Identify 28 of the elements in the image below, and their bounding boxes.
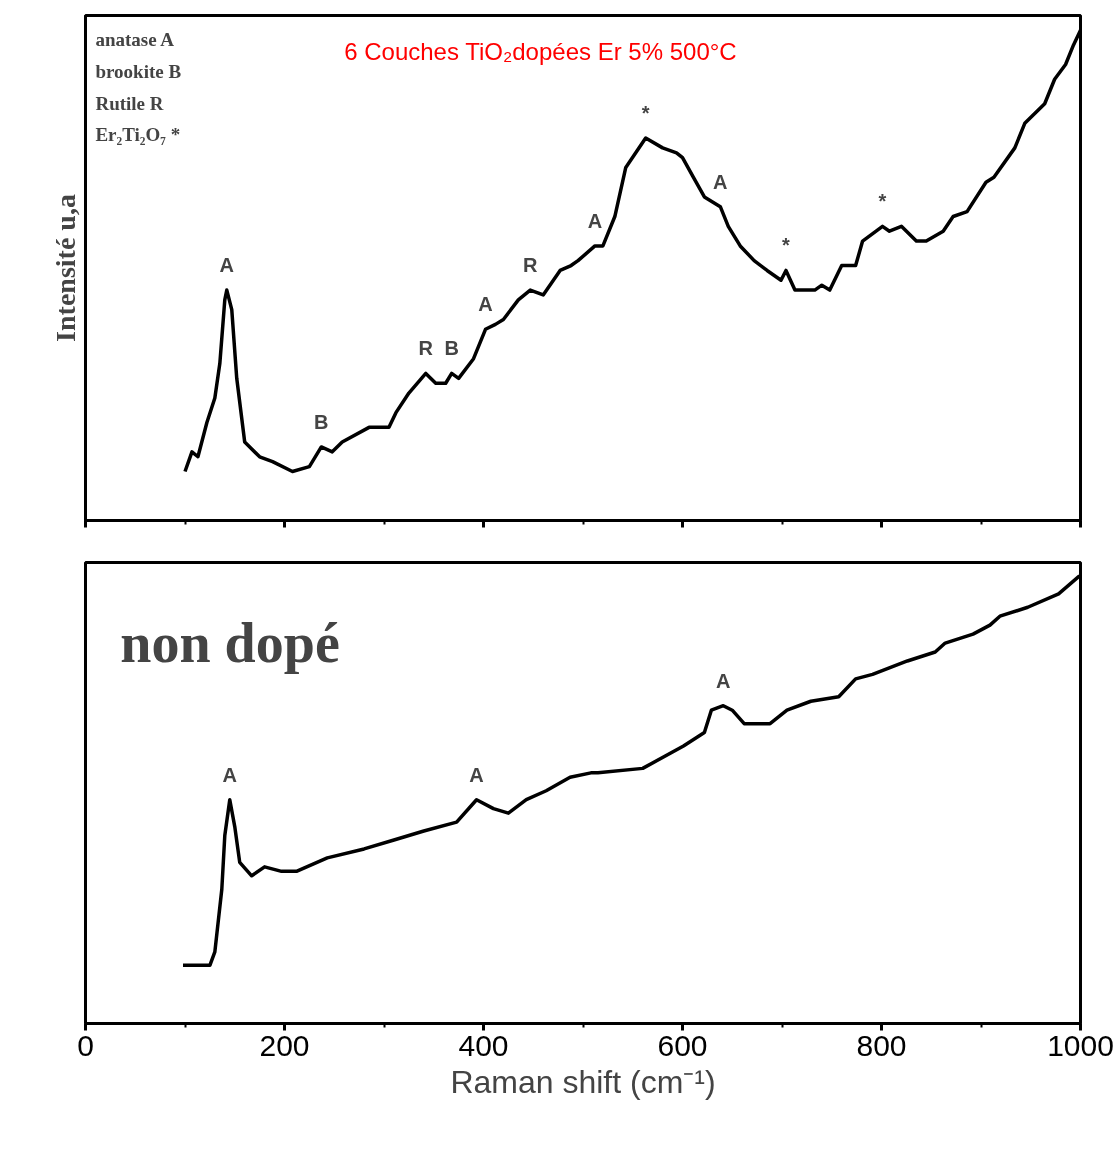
annotation: A: [219, 254, 235, 277]
annotation: A: [713, 170, 728, 193]
annotation: R: [418, 337, 434, 360]
annotation: A: [222, 763, 238, 786]
annotation: Rutile R: [95, 92, 164, 114]
x-tick-label: 600: [657, 1028, 708, 1062]
x-tick-label: 400: [458, 1028, 509, 1062]
y-axis-title: Intensité u,a: [49, 194, 81, 342]
annotation: brookite B: [95, 60, 182, 82]
annotation: A: [469, 763, 484, 786]
chart-title: 6 Couches TiO₂dopées Er 5% 500°C: [344, 37, 737, 65]
annotation: non dopé: [120, 612, 340, 675]
annotation: *: [782, 234, 791, 257]
x-tick-label: 800: [856, 1028, 907, 1062]
annotation: A: [587, 209, 603, 232]
x-tick-label: 0: [77, 1028, 94, 1062]
annotation: A: [478, 293, 493, 316]
annotation: B: [314, 410, 329, 433]
annotation: Er₂Ti₂O₇ *: [95, 124, 181, 146]
x-axis-title: Raman shift (cm⁻¹): [450, 1063, 716, 1100]
annotation: B: [444, 337, 459, 360]
x-tick-label: 1000: [1047, 1028, 1114, 1062]
annotation: *: [878, 190, 887, 213]
x-tick-label: 200: [259, 1028, 310, 1062]
annotation: *: [641, 102, 650, 125]
annotation: A: [716, 669, 731, 692]
annotation: R: [523, 254, 539, 277]
annotation: anatase A: [95, 28, 175, 50]
